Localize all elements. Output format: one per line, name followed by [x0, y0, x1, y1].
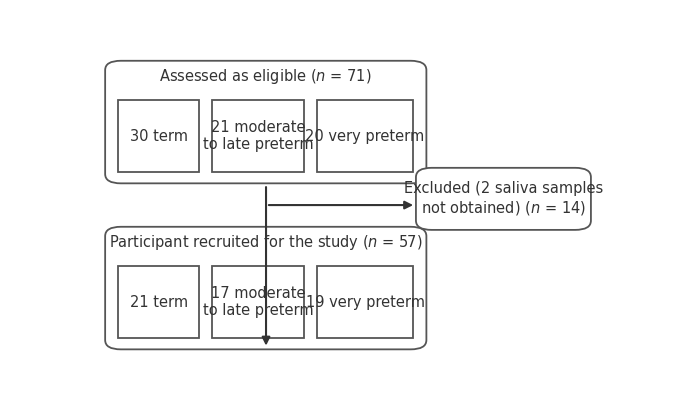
Text: 21 term: 21 term [129, 295, 188, 310]
Text: Assessed as eligible ($\it{n}$ = 71): Assessed as eligible ($\it{n}$ = 71) [160, 67, 372, 86]
Text: 30 term: 30 term [129, 129, 187, 143]
Text: 19 very preterm: 19 very preterm [305, 295, 425, 310]
FancyBboxPatch shape [105, 61, 427, 183]
FancyBboxPatch shape [105, 227, 427, 349]
FancyBboxPatch shape [317, 100, 413, 172]
FancyBboxPatch shape [118, 266, 200, 339]
FancyBboxPatch shape [118, 100, 200, 172]
FancyBboxPatch shape [212, 100, 303, 172]
Text: 21 moderate
to late preterm: 21 moderate to late preterm [203, 120, 313, 152]
Text: 17 moderate
to late preterm: 17 moderate to late preterm [203, 286, 313, 318]
FancyBboxPatch shape [416, 168, 591, 230]
Text: Participant recruited for the study ($\it{n}$ = 57): Participant recruited for the study ($\i… [109, 233, 423, 252]
Text: 20 very preterm: 20 very preterm [305, 129, 425, 143]
FancyBboxPatch shape [212, 266, 303, 339]
FancyBboxPatch shape [317, 266, 413, 339]
Text: Excluded (2 saliva samples
not obtained) ($\it{n}$ = 14): Excluded (2 saliva samples not obtained)… [404, 181, 603, 217]
